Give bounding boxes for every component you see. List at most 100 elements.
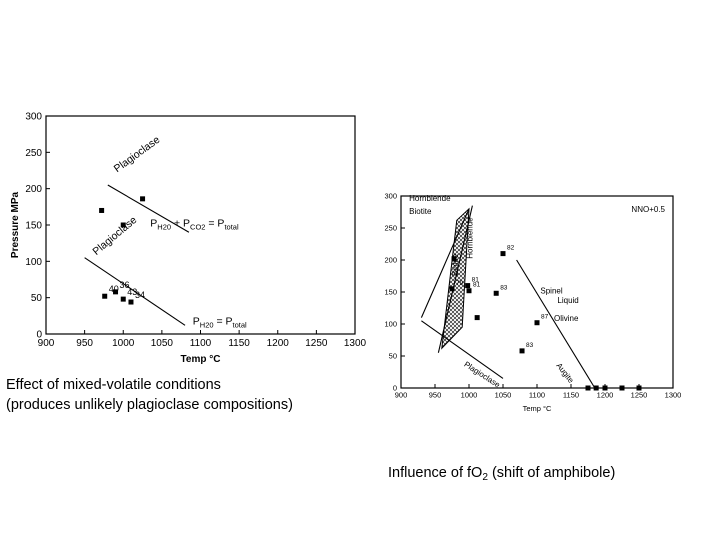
- left-annotation: Plagioclase: [112, 134, 163, 175]
- left-annotation: PH20 = Ptotal: [193, 316, 247, 330]
- left-y-axis-label: Pressure MPa: [10, 191, 21, 258]
- right-x-tick-label: 1050: [495, 391, 512, 400]
- right-boundary-line: [437, 205, 473, 353]
- left-point-label: 36: [120, 280, 130, 290]
- left-annotation-part: P: [193, 316, 200, 328]
- right-legend-text: NNO+0.5: [631, 205, 665, 214]
- right-data-point: [493, 290, 499, 296]
- right-data-point: [474, 315, 480, 321]
- left-annotation-part: + P: [171, 217, 190, 229]
- right-point-label: 81: [473, 282, 481, 289]
- left-data-point: [140, 196, 146, 202]
- left-caption-line2: (produces unlikely plagioclase compositi…: [6, 397, 293, 413]
- right-point-label: 81: [472, 277, 480, 284]
- left-data-point: [120, 296, 126, 302]
- left-annotation-part: P: [150, 217, 157, 229]
- right-caption-post: (shift of amphibole): [487, 465, 616, 481]
- left-annotation-part: H20: [200, 321, 214, 330]
- right-annotation: Augite: [554, 361, 575, 385]
- left-annotation-part: = P: [214, 316, 233, 328]
- chart-panel-mixed-volatile: 900 950 1000 1050 1100 1150 1200 1250 1300 0 50 100…: [8, 106, 370, 371]
- left-point-label: 43: [127, 287, 137, 297]
- right-annotation: Biotite: [409, 207, 432, 216]
- right-x-tick-label: 1000: [461, 391, 478, 400]
- right-x-tick-label: 1200: [597, 391, 614, 400]
- right-data-point: [465, 283, 471, 289]
- right-data-point: [619, 385, 625, 391]
- left-annotation: PH20 + PCO2 = Ptotal: [150, 217, 239, 231]
- right-data-point: [534, 320, 540, 326]
- right-data-point: [449, 286, 455, 292]
- right-point-label: 79: [456, 280, 464, 287]
- left-point-label: 34: [135, 290, 145, 300]
- right-y-tick-label: 300: [384, 192, 397, 201]
- right-data-point: [636, 385, 642, 391]
- left-annotation-part: = P: [205, 217, 224, 229]
- right-x-tick-label: 1250: [631, 391, 648, 400]
- left-boundary-line: [107, 184, 190, 233]
- right-data-point: [593, 385, 599, 391]
- right-x-tick-label: 1100: [529, 391, 545, 400]
- right-caption-sub: 2: [482, 472, 488, 483]
- left-annotation-part: CO2: [190, 222, 205, 231]
- right-data-point: [519, 348, 525, 354]
- left-x-tick-label: 1050: [151, 338, 174, 349]
- right-annotation: Spinel: [540, 286, 562, 295]
- right-y-tick-label: 200: [384, 256, 397, 265]
- right-point-label: 82: [507, 245, 515, 252]
- left-data-point: [113, 289, 119, 295]
- left-x-tick-label: 1100: [190, 338, 212, 349]
- right-plot-frame: [400, 195, 674, 389]
- left-x-tick-label: 1150: [228, 338, 250, 349]
- right-data-point: [500, 251, 506, 257]
- right-boundary-line: [516, 259, 596, 389]
- left-y-tick-label: 100: [25, 257, 42, 268]
- right-caption-pre: Influence of fO: [388, 465, 483, 481]
- left-caption-line1: Effect of mixed-volatile conditions: [6, 377, 221, 393]
- right-data-point: [585, 385, 591, 391]
- right-y-tick-label: 250: [384, 224, 397, 233]
- right-y-tick-label: 50: [389, 352, 397, 361]
- right-data-point: [602, 385, 608, 391]
- left-data-point: [128, 299, 134, 305]
- right-data-point: [466, 288, 472, 294]
- right-point-label: 83: [526, 342, 534, 349]
- left-annotation-part: total: [224, 222, 239, 231]
- fo2-chart: 900 950 1000 1050 1100 1150 1200 1250 1300 0 50 100…: [384, 192, 682, 413]
- right-data-point: [451, 256, 457, 262]
- left-x-tick-label: 900: [38, 338, 55, 349]
- right-y-tick-label: 150: [384, 288, 397, 297]
- right-y-tick-label: 100: [384, 320, 397, 329]
- right-x-axis-label: Temp °C: [523, 404, 552, 413]
- left-data-point: [99, 207, 105, 213]
- left-y-tick-label: 50: [31, 293, 43, 304]
- right-y-tick-label: 0: [393, 384, 397, 393]
- left-data-point: [102, 293, 108, 299]
- left-annotation-part: total: [233, 321, 248, 330]
- left-y-tick-label: 0: [36, 330, 42, 341]
- left-annotation: Plagioclase: [90, 214, 139, 258]
- right-boundary-line: [421, 320, 504, 379]
- right-x-tick-label: 1300: [665, 391, 682, 400]
- right-annotation: Olivine: [554, 314, 579, 323]
- right-x-tick-label: 950: [429, 391, 442, 400]
- right-point-label: 87: [541, 314, 549, 321]
- mixed-volatile-chart: 900 950 1000 1050 1100 1150 1200 1250 1300 0 50 100…: [10, 112, 367, 366]
- left-annotation-part: H20: [157, 222, 171, 231]
- left-y-tick-label: 200: [25, 184, 42, 195]
- left-x-tick-label: 1300: [344, 338, 367, 349]
- right-annotation: Liquid: [557, 296, 578, 305]
- left-x-tick-label: 950: [76, 338, 93, 349]
- right-x-tick-label: 900: [395, 391, 408, 400]
- right-boundary-line: [420, 208, 470, 318]
- left-y-tick-label: 300: [25, 112, 42, 123]
- left-y-tick-label: 250: [25, 148, 42, 159]
- right-x-tick-label: 1150: [563, 391, 579, 400]
- left-data-point: [120, 222, 126, 228]
- right-annotation: Biotite: [451, 253, 460, 276]
- left-point-label: 40: [109, 284, 119, 294]
- left-x-axis-label: Temp °C: [181, 354, 221, 365]
- left-boundary-line: [84, 257, 186, 326]
- right-annotation: Hornblende: [409, 194, 451, 203]
- left-x-tick-label: 1200: [267, 338, 290, 349]
